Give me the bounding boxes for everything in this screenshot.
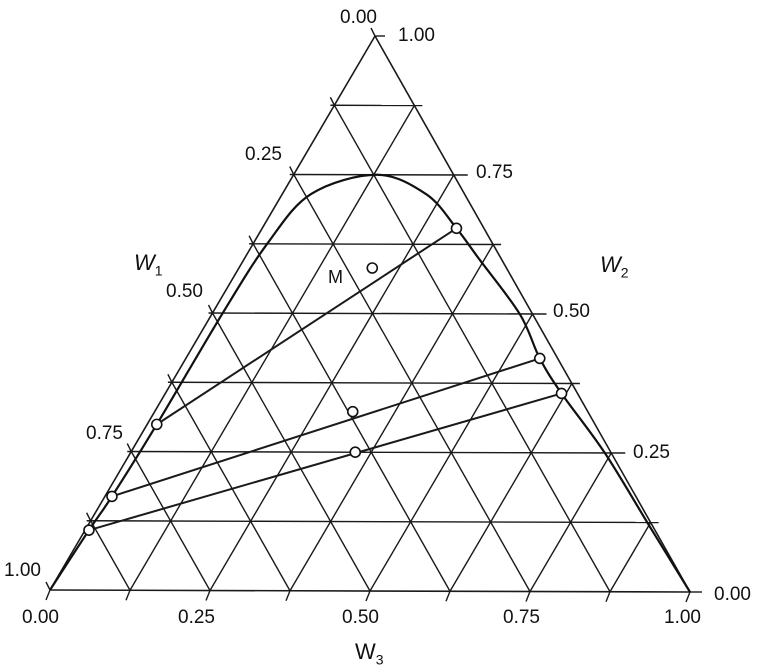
tie-lines — [88, 227, 562, 532]
edge-right — [374, 35, 691, 593]
grid-line-w3 — [449, 383, 573, 592]
tick-bottom — [45, 589, 51, 601]
grid-line-w3 — [289, 244, 494, 592]
data-points — [83, 222, 568, 536]
axis-title-w1: W1 — [134, 250, 163, 279]
tie-line-3 — [88, 392, 562, 532]
grid-line-w1 — [333, 104, 611, 593]
tick-bottom — [445, 590, 451, 602]
right-tick-0.50: 0.50 — [553, 301, 590, 322]
left-tick-0: 0.00 — [340, 7, 377, 28]
tick-left — [85, 512, 92, 522]
tie-line-endpoint — [150, 418, 163, 431]
right-tick-1: 1.00 — [398, 25, 435, 46]
grid-line-w1 — [171, 381, 291, 592]
tie-line-endpoint — [555, 387, 568, 400]
tick-left — [126, 443, 132, 452]
grid-line-w3 — [369, 313, 534, 592]
edge-left — [49, 35, 376, 591]
tick-bottom — [205, 590, 211, 601]
mixture-point-3 — [349, 446, 362, 459]
tick-bottom — [125, 589, 131, 601]
bottom-tick-0.25: 0.25 — [178, 607, 215, 628]
tie-line-endpoint — [106, 490, 118, 503]
edge-bottom — [49, 589, 691, 593]
bottom-tick-0.50: 0.50 — [342, 607, 379, 628]
tick-left — [329, 96, 336, 106]
tick-bottom — [285, 590, 291, 602]
grid-line-w2 — [86, 520, 659, 524]
grid-line-w3 — [529, 452, 612, 592]
bottom-tick-0.00: 0.00 — [22, 607, 59, 628]
tick-left — [370, 27, 376, 37]
tick-left — [45, 581, 51, 591]
grid-line-w2 — [249, 243, 502, 246]
bottom-tick-0.75: 0.75 — [503, 607, 540, 628]
point-label-m: M — [328, 267, 343, 287]
right-tick-0.00: 0.00 — [714, 584, 751, 605]
grid-line-w2 — [127, 450, 626, 454]
binodal-curve-path — [49, 173, 691, 593]
axis-title-w3: W3 — [355, 639, 384, 668]
grid-line-w1 — [211, 312, 371, 592]
grid-line-w2 — [208, 312, 547, 315]
point-m — [366, 262, 379, 274]
left-tick-0.75: 0.75 — [86, 423, 123, 444]
left-tick-0.25: 0.25 — [245, 144, 282, 165]
tick-left — [289, 166, 295, 175]
grid-line-w1 — [252, 243, 451, 592]
tick-left — [207, 304, 214, 314]
mixture-point-2 — [346, 405, 359, 418]
right-tick-0.75: 0.75 — [476, 162, 513, 183]
tick-bottom — [605, 591, 611, 603]
axis-title-w2: W2 — [600, 252, 629, 281]
triangle-frame — [49, 35, 702, 593]
bottom-tick-1.00: 1.00 — [664, 607, 701, 628]
grid-line-w2 — [167, 381, 580, 385]
tick-left — [167, 373, 173, 383]
grid-line-w3 — [609, 522, 652, 593]
tie-line-endpoint — [533, 352, 546, 365]
grid-line-w1 — [130, 451, 211, 591]
tick-bottom — [685, 591, 691, 603]
right-tick-0.25: 0.25 — [633, 442, 670, 463]
tie-line-1 — [156, 227, 458, 426]
tick-bottom — [365, 590, 371, 602]
tick-bottom — [525, 591, 531, 602]
left-tick-0.50: 0.50 — [166, 281, 203, 302]
tick-left — [248, 235, 254, 245]
tie-line-2 — [111, 357, 541, 498]
binodal-curve — [49, 173, 691, 593]
left-tick-1.00: 1.00 — [4, 560, 41, 581]
grid — [45, 27, 691, 603]
tie-line-endpoint — [450, 222, 463, 235]
grid-line-w1 — [90, 520, 131, 591]
tie-line-endpoint — [83, 524, 95, 536]
